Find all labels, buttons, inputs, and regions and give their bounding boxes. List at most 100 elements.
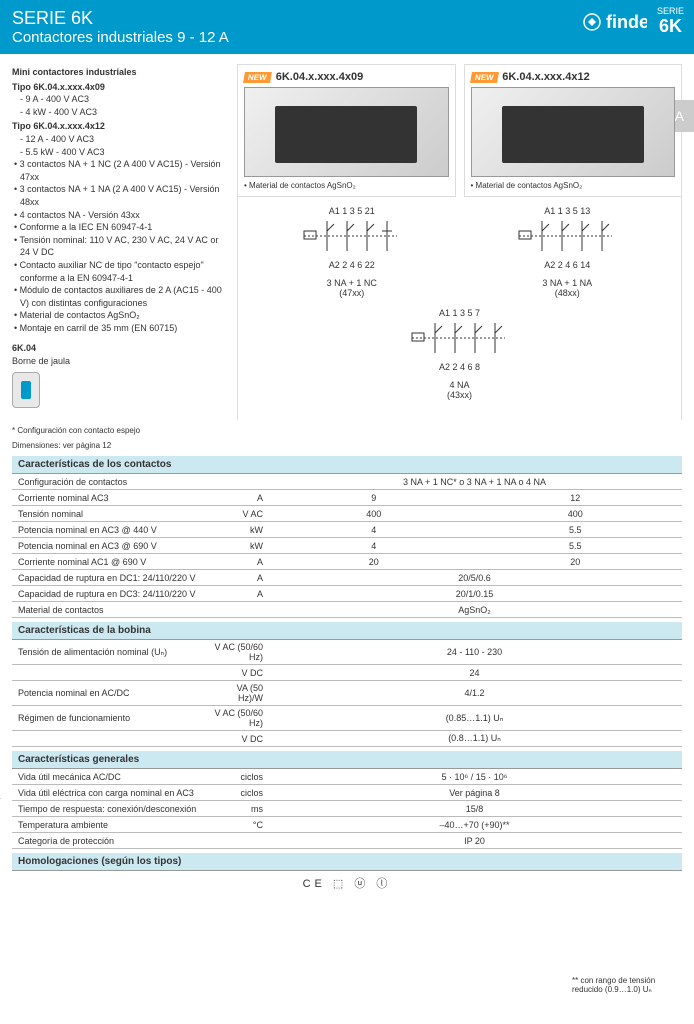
row-value: 20/5/0.6 xyxy=(273,573,676,583)
row-label: Potencia nominal en AC/DC xyxy=(18,688,213,698)
terminal-code: 6K.04 xyxy=(12,342,227,355)
row-unit: V AC xyxy=(213,509,273,519)
bullet-4: • Tensión nominal: 110 V AC, 230 V AC, 2… xyxy=(12,234,227,259)
row-label: Categoría de protección xyxy=(18,836,213,846)
diagram-1: A1 1 3 5 13 A2 2 4 6 14 3 NA + 1 NA (48x… xyxy=(517,206,617,298)
table-row: V DC24 xyxy=(12,665,682,681)
table-row: Vida útil mecánica AC/DCciclos5 · 10⁶ / … xyxy=(12,769,682,785)
side-tab: SERIE 6K xyxy=(647,0,694,43)
row-unit: ciclos xyxy=(213,788,273,798)
row-value-1: 400 xyxy=(273,509,475,519)
product-title-1: NEW 6K.04.x.xxx.4x12 xyxy=(471,71,676,83)
table-row: Categoría de protección IP 20 xyxy=(12,833,682,849)
product-code-1: 6K.04.x.xxx.4x12 xyxy=(502,71,589,83)
table-row: Potencia nominal en AC/DCVA (50 Hz)/W4/1… xyxy=(12,681,682,706)
row-value: 24 - 110 - 230 xyxy=(273,647,676,657)
bullet-8: • Montaje en carril de 35 mm (EN 60715) xyxy=(12,322,227,335)
row-value: 3 NA + 1 NC* o 3 NA + 1 NA o 4 NA xyxy=(273,477,676,487)
table-row: Corriente nominal AC3A912 xyxy=(12,490,682,506)
row-value: 5 · 10⁶ / 15 · 10⁶ xyxy=(273,772,676,782)
terminal-icon xyxy=(12,372,40,408)
terminal-label: Borne de jaula xyxy=(12,355,227,368)
circuit-diagram-2 xyxy=(410,318,510,358)
product-title-0: NEW 6K.04.x.xxx.4x09 xyxy=(244,71,449,83)
diagram-0-label: 3 NA + 1 NC xyxy=(302,278,402,288)
type1-spec-0: - 9 A - 400 V AC3 xyxy=(12,93,227,106)
diagram-2-label: 4 NA xyxy=(410,380,510,390)
diagram-0: A1 1 3 5 21 A2 2 4 6 22 3 NA + 1 NC (47x… xyxy=(302,206,402,298)
row-label: Corriente nominal AC3 xyxy=(18,493,213,503)
new-badge-1: NEW xyxy=(470,72,499,83)
section-header-1: Características de la bobina xyxy=(12,622,682,640)
product-area: NEW 6K.04.x.xxx.4x09 • Material de conta… xyxy=(237,64,682,420)
table-row: Material de contactosAgSnO₂ xyxy=(12,602,682,618)
circuit-diagram-0 xyxy=(302,216,402,256)
table-row: Potencia nominal en AC3 @ 440 VkW45.5 xyxy=(12,522,682,538)
row-unit: kW xyxy=(213,541,273,551)
row-unit: V AC (50/60 Hz) xyxy=(213,642,273,662)
row-value: 20/1/0.15 xyxy=(273,589,676,599)
table-row: Tensión nominalV AC400400 xyxy=(12,506,682,522)
row-label: Capacidad de ruptura en DC3: 24/110/220 … xyxy=(18,589,213,599)
new-badge-0: NEW xyxy=(243,72,272,83)
row-value-1: 4 xyxy=(273,541,475,551)
row-unit: A xyxy=(213,589,273,599)
table-row: Régimen de funcionamientoV AC (50/60 Hz)… xyxy=(12,706,682,731)
table-row: Potencia nominal en AC3 @ 690 VkW45.5 xyxy=(12,538,682,554)
section-header-0: Características de los contactos xyxy=(12,456,682,474)
diagram-2-bottom: A2 2 4 6 8 xyxy=(410,362,510,372)
row-value-2: 20 xyxy=(475,557,677,567)
bullet-3: • Conforme a la IEC EN 60947-4-1 xyxy=(12,221,227,234)
type2-spec-0: - 12 A - 400 V AC3 xyxy=(12,133,227,146)
row-unit: A xyxy=(213,493,273,503)
row-label: Vida útil mecánica AC/DC xyxy=(18,772,213,782)
side-tab-code: 6K xyxy=(657,16,684,37)
diagram-0-version: (47xx) xyxy=(302,288,402,298)
row-unit: A xyxy=(213,557,273,567)
row-unit: ciclos xyxy=(213,772,273,782)
row-value: (0.8…1.1) Uₙ xyxy=(273,733,676,744)
circuit-diagram-1 xyxy=(517,216,617,256)
row-unit: VA (50 Hz)/W xyxy=(213,683,273,703)
row-value-1: 4 xyxy=(273,525,475,535)
material-note-1: • Material de contactos AgSnO₂ xyxy=(471,181,676,190)
product-image-1 xyxy=(471,87,676,177)
type1-spec-1: - 4 kW - 400 V AC3 xyxy=(12,106,227,119)
row-label: Tensión nominal xyxy=(18,509,213,519)
product-image-0 xyxy=(244,87,449,177)
row-value: IP 20 xyxy=(273,836,676,846)
product-card-1: NEW 6K.04.x.xxx.4x12 • Material de conta… xyxy=(464,64,683,197)
row-label: Corriente nominal AC1 @ 690 V xyxy=(18,557,213,567)
row-unit: ms xyxy=(213,804,273,814)
row-label: Potencia nominal en AC3 @ 690 V xyxy=(18,541,213,551)
row-value-2: 400 xyxy=(475,509,677,519)
header-titles: SERIE 6K Contactores industriales 9 - 12… xyxy=(12,8,229,46)
row-value-2: 12 xyxy=(475,493,677,503)
row-value: AgSnO₂ xyxy=(273,605,676,615)
row-value: 4/1.2 xyxy=(273,688,676,698)
table-row: V DC(0.8…1.1) Uₙ xyxy=(12,731,682,747)
row-label: Capacidad de ruptura en DC1: 24/110/220 … xyxy=(18,573,213,583)
row-value: (0.85…1.1) Uₙ xyxy=(273,713,676,724)
row-label: Régimen de funcionamiento xyxy=(18,713,213,723)
bullet-2: • 4 contactos NA - Versión 43xx xyxy=(12,209,227,222)
row-label: Configuración de contactos xyxy=(18,477,213,487)
row-label: Tiempo de respuesta: conexión/desconexió… xyxy=(18,804,213,814)
bullet-5: • Contacto auxiliar NC de tipo "contacto… xyxy=(12,259,227,284)
page-header: SERIE 6K Contactores industriales 9 - 12… xyxy=(0,0,694,54)
bullet-1: • 3 contactos NA + 1 NA (2 A 400 V AC15)… xyxy=(12,183,227,208)
diagram-area: A1 1 3 5 21 A2 2 4 6 22 3 NA + 1 NC (47x… xyxy=(237,196,682,420)
row-value-2: 5.5 xyxy=(475,525,677,535)
table-row: Corriente nominal AC1 @ 690 VA2020 xyxy=(12,554,682,570)
section-header-2: Características generales xyxy=(12,751,682,769)
row-unit: A xyxy=(213,573,273,583)
row-value: Ver página 8 xyxy=(273,788,676,798)
series-title: SERIE 6K xyxy=(12,8,229,29)
row-unit: V DC xyxy=(213,734,273,744)
table-row: Tiempo de respuesta: conexión/desconexió… xyxy=(12,801,682,817)
table-row: Capacidad de ruptura en DC3: 24/110/220 … xyxy=(12,586,682,602)
product-card-0: NEW 6K.04.x.xxx.4x09 • Material de conta… xyxy=(237,64,456,197)
sidebar-title: Mini contactores industriales xyxy=(12,66,227,79)
dimensions-note: Dimensiones: ver página 12 xyxy=(12,441,682,450)
diagram-2-top: A1 1 3 5 7 xyxy=(410,308,510,318)
